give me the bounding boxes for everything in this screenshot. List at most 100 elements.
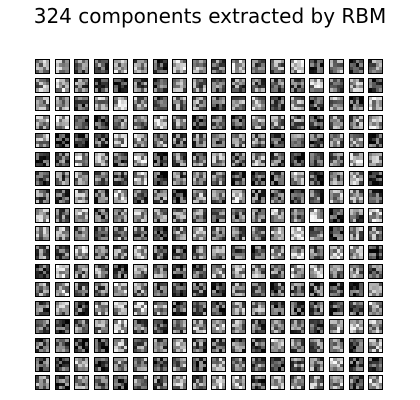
component-tile xyxy=(172,319,188,335)
component-tile xyxy=(74,189,90,205)
component-tile xyxy=(309,133,325,149)
component-tile xyxy=(348,207,364,223)
component-tile xyxy=(211,226,227,242)
component-tile xyxy=(74,96,90,112)
component-tile xyxy=(309,338,325,353)
component-tile xyxy=(152,282,168,298)
component-tile xyxy=(54,77,70,93)
component-tile xyxy=(54,133,70,149)
component-tile xyxy=(309,59,325,74)
component-tile xyxy=(152,375,168,391)
component-grid xyxy=(35,59,387,393)
component-tile xyxy=(348,170,364,186)
component-tile xyxy=(54,300,70,316)
component-tile xyxy=(133,114,148,130)
component-tile xyxy=(93,133,109,149)
component-tile xyxy=(348,189,364,205)
component-tile xyxy=(231,338,246,353)
component-tile xyxy=(172,77,188,93)
component-tile xyxy=(289,338,305,353)
component-tile xyxy=(309,319,325,335)
component-tile xyxy=(250,170,266,186)
component-tile xyxy=(368,356,384,372)
component-tile xyxy=(172,189,188,205)
component-tile xyxy=(152,338,168,353)
component-tile xyxy=(172,207,188,223)
component-tile xyxy=(54,207,70,223)
component-tile xyxy=(133,189,148,205)
component-tile xyxy=(270,226,286,242)
component-tile xyxy=(133,319,148,335)
component-tile xyxy=(54,356,70,372)
component-tile xyxy=(133,77,148,93)
figure-title: 324 components extracted by RBM xyxy=(33,4,387,28)
component-tile xyxy=(329,207,344,223)
component-tile xyxy=(270,375,286,391)
component-tile xyxy=(113,77,129,93)
component-tile xyxy=(368,319,384,335)
component-tile xyxy=(289,114,305,130)
component-tile xyxy=(309,300,325,316)
component-tile xyxy=(348,152,364,167)
component-tile xyxy=(329,59,344,74)
component-tile xyxy=(250,96,266,112)
component-tile xyxy=(74,226,90,242)
component-tile xyxy=(250,77,266,93)
component-tile xyxy=(74,152,90,167)
component-tile xyxy=(231,77,246,93)
component-tile xyxy=(54,245,70,260)
component-tile xyxy=(93,338,109,353)
component-tile xyxy=(35,226,50,242)
component-tile xyxy=(191,226,207,242)
component-tile xyxy=(93,375,109,391)
component-tile xyxy=(270,319,286,335)
component-tile xyxy=(211,133,227,149)
component-tile xyxy=(74,133,90,149)
component-tile xyxy=(329,96,344,112)
component-tile xyxy=(329,245,344,260)
component-tile xyxy=(93,263,109,279)
component-tile xyxy=(270,356,286,372)
component-tile xyxy=(191,170,207,186)
component-tile xyxy=(54,96,70,112)
component-tile xyxy=(93,96,109,112)
component-tile xyxy=(35,245,50,260)
component-tile xyxy=(35,375,50,391)
component-tile xyxy=(368,207,384,223)
component-tile xyxy=(289,375,305,391)
component-tile xyxy=(270,96,286,112)
component-tile xyxy=(250,133,266,149)
component-tile xyxy=(113,263,129,279)
component-tile xyxy=(211,59,227,74)
component-tile xyxy=(74,375,90,391)
component-tile xyxy=(211,245,227,260)
component-tile xyxy=(329,77,344,93)
component-tile xyxy=(93,207,109,223)
component-tile xyxy=(172,59,188,74)
component-tile xyxy=(191,59,207,74)
component-tile xyxy=(152,77,168,93)
component-tile xyxy=(113,319,129,335)
component-tile xyxy=(191,263,207,279)
component-tile xyxy=(191,356,207,372)
component-tile xyxy=(191,338,207,353)
component-tile xyxy=(113,170,129,186)
component-tile xyxy=(74,338,90,353)
component-tile xyxy=(74,356,90,372)
component-tile xyxy=(231,189,246,205)
component-tile xyxy=(231,133,246,149)
component-tile xyxy=(152,96,168,112)
component-tile xyxy=(113,375,129,391)
component-tile xyxy=(231,152,246,167)
component-tile xyxy=(133,133,148,149)
component-tile xyxy=(211,170,227,186)
component-tile xyxy=(191,152,207,167)
component-tile xyxy=(93,245,109,260)
component-tile xyxy=(172,152,188,167)
component-tile xyxy=(54,152,70,167)
component-tile xyxy=(35,114,50,130)
component-tile xyxy=(172,170,188,186)
component-tile xyxy=(348,77,364,93)
component-tile xyxy=(289,245,305,260)
component-tile xyxy=(231,245,246,260)
